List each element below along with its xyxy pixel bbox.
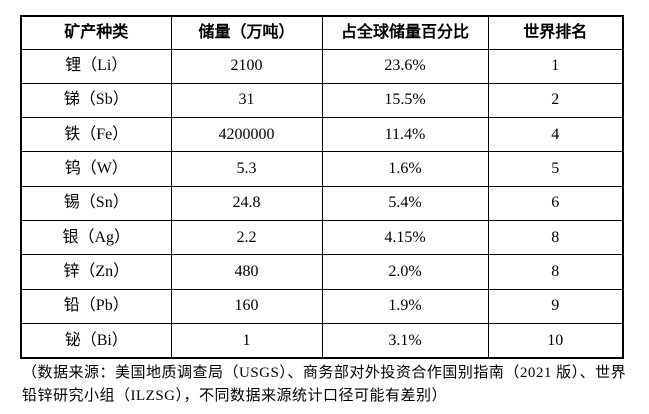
cell-rank: 6 <box>487 185 624 222</box>
cell-mineral: 铋（Bi） <box>20 323 172 359</box>
cell-reserves: 2.2 <box>170 220 323 256</box>
cell-percent: 11.4% <box>321 117 489 153</box>
header-mineral-type: 矿产种类 <box>20 15 172 50</box>
data-source-footnote: （数据来源：美国地质调查局（USGS）、商务部对外投资合作国别指南（2021 版… <box>22 365 627 404</box>
cell-reserves: 1 <box>170 323 323 359</box>
cell-mineral: 银（Ag） <box>20 220 172 256</box>
cell-reserves: 160 <box>170 288 323 325</box>
table-row: 铋（Bi） 1 3.1% 10 <box>20 323 624 359</box>
cell-reserves: 5.3 <box>170 151 323 187</box>
cell-rank: 10 <box>487 323 624 359</box>
header-global-percent: 占全球储量百分比 <box>321 15 489 50</box>
cell-rank: 8 <box>487 254 624 290</box>
cell-rank: 2 <box>487 82 624 119</box>
cell-mineral: 铅（Pb） <box>20 288 172 325</box>
table-row: 钨（W） 5.3 1.6% 5 <box>20 151 624 187</box>
cell-percent: 2.0% <box>321 254 489 290</box>
table-row: 铁（Fe） 4200000 11.4% 4 <box>20 117 624 153</box>
cell-mineral: 锡（Sn） <box>20 185 172 222</box>
cell-mineral: 锑（Sb） <box>20 82 172 119</box>
table-row: 锌（Zn） 480 2.0% 8 <box>20 254 624 290</box>
table-row: 铅（Pb） 160 1.9% 9 <box>20 288 624 325</box>
cell-percent: 1.9% <box>321 288 489 325</box>
cell-reserves: 24.8 <box>170 185 323 222</box>
cell-percent: 1.6% <box>321 151 489 187</box>
cell-reserves: 31 <box>170 82 323 119</box>
header-world-rank: 世界排名 <box>487 15 624 50</box>
header-reserves: 储量（万吨） <box>170 15 323 50</box>
cell-mineral: 钨（W） <box>20 151 172 187</box>
mineral-reserves-table: 矿产种类 储量（万吨） 占全球储量百分比 世界排名 锂（Li） 2100 23.… <box>20 15 624 359</box>
cell-rank: 1 <box>487 48 624 84</box>
cell-percent: 5.4% <box>321 185 489 222</box>
cell-reserves: 480 <box>170 254 323 290</box>
cell-reserves: 4200000 <box>170 117 323 153</box>
cell-rank: 8 <box>487 220 624 256</box>
cell-percent: 3.1% <box>321 323 489 359</box>
cell-percent: 23.6% <box>321 48 489 84</box>
cell-mineral: 锂（Li） <box>20 48 172 84</box>
cell-rank: 5 <box>487 151 624 187</box>
cell-percent: 4.15% <box>321 220 489 256</box>
cell-rank: 9 <box>487 288 624 325</box>
table-row: 锑（Sb） 31 15.5% 2 <box>20 82 624 119</box>
table-row: 银（Ag） 2.2 4.15% 8 <box>20 220 624 256</box>
cell-mineral: 铁（Fe） <box>20 117 172 153</box>
cell-reserves: 2100 <box>170 48 323 84</box>
cell-percent: 15.5% <box>321 82 489 119</box>
table-header-row: 矿产种类 储量（万吨） 占全球储量百分比 世界排名 <box>20 15 624 50</box>
cell-rank: 4 <box>487 117 624 153</box>
cell-mineral: 锌（Zn） <box>20 254 172 290</box>
table-row: 锂（Li） 2100 23.6% 1 <box>20 48 624 84</box>
table-row: 锡（Sn） 24.8 5.4% 6 <box>20 185 624 222</box>
